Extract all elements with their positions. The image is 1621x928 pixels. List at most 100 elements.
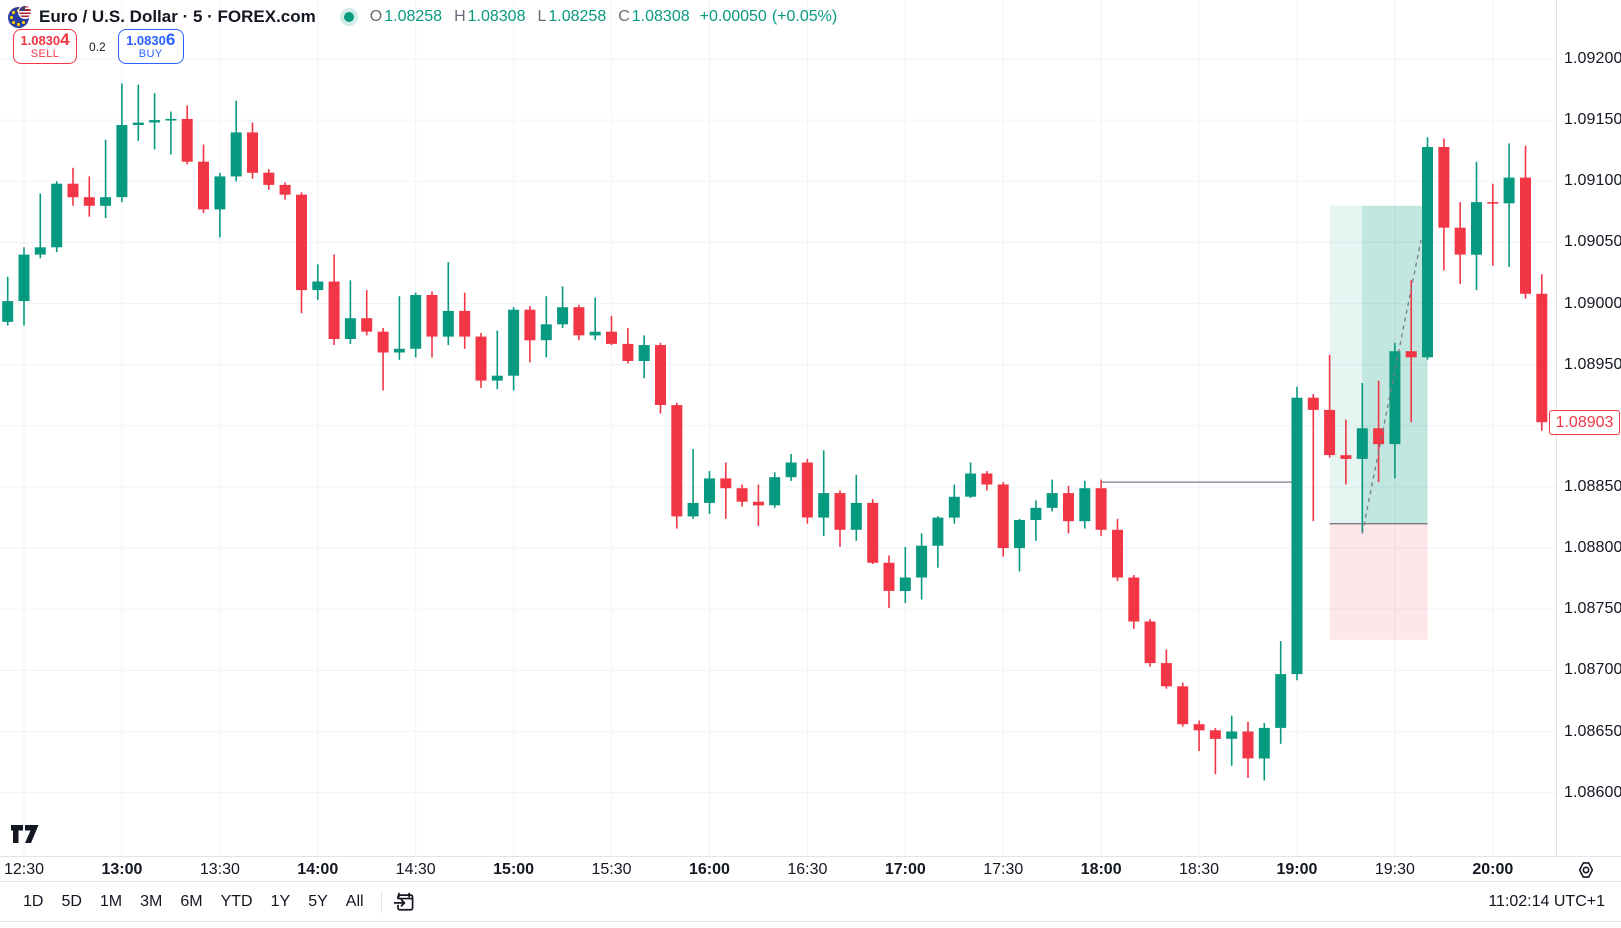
candle[interactable] (361, 290, 373, 336)
candle[interactable] (459, 292, 471, 349)
candle[interactable] (899, 546, 911, 604)
candle[interactable] (344, 280, 356, 344)
candle[interactable] (1324, 354, 1336, 458)
candle[interactable] (18, 247, 30, 326)
candle[interactable] (1373, 380, 1385, 483)
candle[interactable] (965, 462, 977, 499)
position-loss-zone[interactable] (1329, 523, 1428, 640)
candle[interactable] (67, 167, 79, 206)
candle[interactable] (51, 181, 63, 253)
candle[interactable] (1193, 720, 1205, 752)
candle[interactable] (883, 555, 895, 609)
range-button-all[interactable]: All (345, 892, 364, 910)
candle[interactable] (834, 490, 846, 547)
candle[interactable] (1405, 280, 1417, 423)
candle[interactable] (1340, 419, 1352, 485)
range-button-5d[interactable]: 5D (61, 892, 82, 910)
candle[interactable] (769, 472, 781, 508)
range-button-1d[interactable]: 1D (23, 892, 44, 910)
range-button-1y[interactable]: 1Y (270, 892, 291, 910)
candle[interactable] (850, 474, 862, 541)
candle[interactable] (100, 139, 112, 218)
candle[interactable] (1160, 649, 1172, 689)
candle[interactable] (1258, 723, 1270, 781)
candle[interactable] (1291, 386, 1303, 681)
candle[interactable] (1063, 485, 1074, 534)
candle[interactable] (1307, 394, 1319, 522)
candle[interactable] (1356, 383, 1368, 534)
candle[interactable] (638, 335, 650, 379)
candle[interactable] (312, 264, 324, 300)
candle[interactable] (279, 182, 291, 200)
candle[interactable] (720, 462, 732, 519)
candle[interactable] (540, 296, 552, 358)
market-open-dot-icon[interactable] (339, 8, 358, 26)
candle[interactable] (263, 169, 275, 190)
range-button-6m[interactable]: 6M (180, 892, 203, 910)
candle[interactable] (948, 484, 960, 524)
candle[interactable] (410, 292, 422, 358)
range-button-5y[interactable]: 5Y (308, 892, 328, 910)
candle[interactable] (1471, 161, 1482, 291)
candle[interactable] (1030, 500, 1042, 541)
candle[interactable] (736, 484, 748, 507)
candle[interactable] (132, 84, 144, 141)
candle[interactable] (1487, 183, 1499, 266)
candle[interactable] (328, 254, 340, 346)
candle[interactable] (230, 100, 242, 182)
candle[interactable] (1112, 518, 1123, 582)
candle[interactable] (1242, 721, 1254, 778)
candle[interactable] (296, 192, 307, 314)
candle[interactable] (181, 105, 193, 165)
candle[interactable] (426, 291, 438, 358)
candle[interactable] (606, 315, 617, 346)
candle[interactable] (83, 176, 95, 217)
candle[interactable] (1520, 145, 1531, 299)
candle[interactable] (149, 93, 161, 150)
candle[interactable] (752, 484, 764, 527)
range-button-1m[interactable]: 1M (99, 892, 123, 910)
candle[interactable] (34, 193, 46, 259)
candle[interactable] (377, 328, 389, 391)
sell-button[interactable]: 1.08304 SELL (13, 29, 77, 64)
candle[interactable] (1226, 715, 1238, 766)
candle[interactable] (1536, 274, 1548, 431)
candle[interactable] (916, 533, 928, 600)
candle[interactable] (573, 304, 585, 341)
candle[interactable] (1095, 479, 1107, 536)
candle[interactable] (491, 330, 503, 390)
candle[interactable] (1014, 518, 1025, 572)
candle[interactable] (214, 172, 226, 238)
candle[interactable] (1144, 619, 1156, 667)
candle[interactable] (687, 449, 699, 519)
price-axis[interactable]: 1.09200 1.09150 1.09100 1.09050 1.09000 1.089… (1556, 0, 1621, 881)
candle[interactable] (1079, 480, 1091, 529)
candle[interactable] (475, 332, 487, 388)
candle[interactable] (1275, 641, 1287, 744)
buy-button[interactable]: 1.08306 BUY (117, 29, 184, 64)
candle[interactable] (622, 328, 634, 364)
candle[interactable] (1389, 342, 1401, 479)
candle[interactable] (589, 297, 601, 341)
candle[interactable] (1503, 143, 1515, 267)
range-button-3m[interactable]: 3M (140, 892, 163, 910)
candle[interactable] (818, 450, 830, 536)
time-axis[interactable]: 12:30 13:00 13:30 14:00 14:30 15:00 15:30 16:00… (0, 856, 1621, 882)
trend-line[interactable] (1361, 239, 1422, 534)
candle[interactable] (557, 286, 569, 328)
clock-utc[interactable]: 11:02:14 UTC+1 (1488, 892, 1605, 910)
candle[interactable] (981, 471, 993, 491)
tradingview-logo[interactable] (10, 824, 40, 844)
candle[interactable] (867, 499, 879, 564)
candle[interactable] (1454, 202, 1466, 284)
candle[interactable] (997, 482, 1009, 557)
candle[interactable] (1177, 682, 1189, 727)
chart-plot-area[interactable] (0, 0, 1556, 856)
range-button-ytd[interactable]: YTD (220, 892, 253, 910)
candle[interactable] (1438, 138, 1450, 271)
candlestick-chart[interactable] (0, 0, 1556, 856)
candle[interactable] (508, 307, 520, 391)
candle[interactable] (785, 454, 797, 481)
candle[interactable] (932, 516, 944, 568)
candle[interactable] (1046, 479, 1058, 512)
